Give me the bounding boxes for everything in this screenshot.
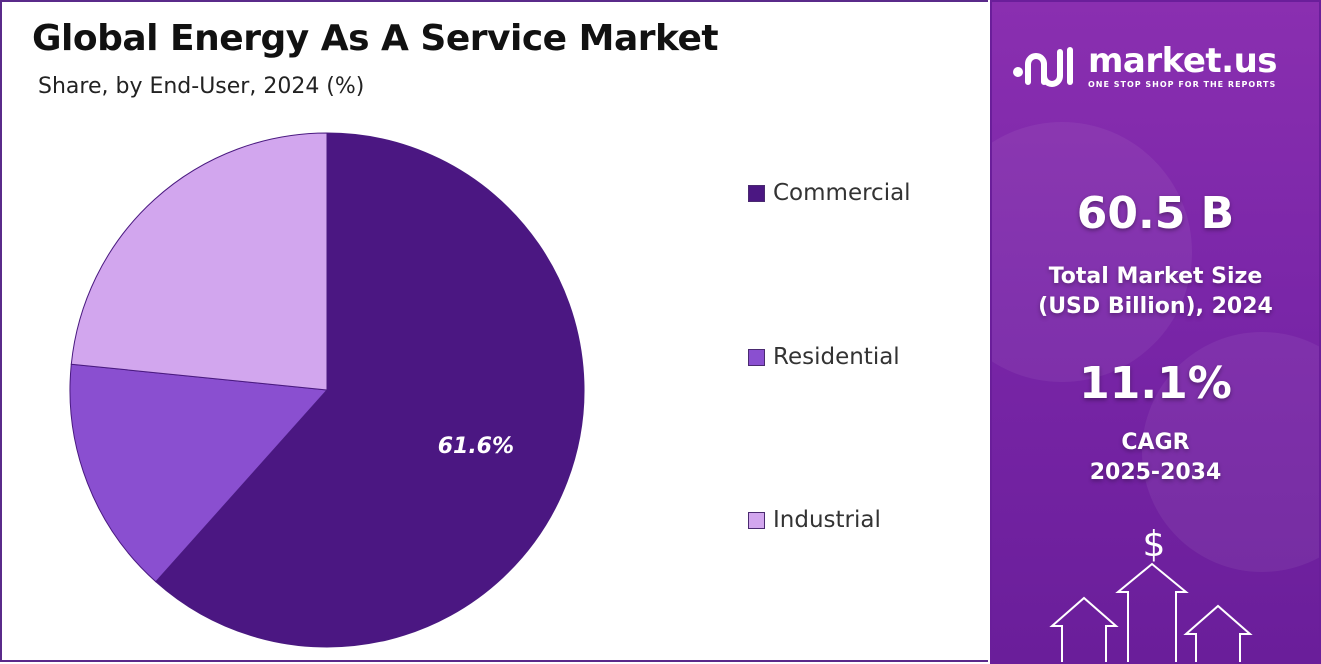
dollar-icon: $ xyxy=(1143,524,1166,565)
growth-arrows-graphic: $ xyxy=(1049,524,1253,662)
legend-label-industrial: Industrial xyxy=(773,507,881,533)
legend-swatch-industrial xyxy=(748,511,765,529)
market-size-value: 60.5 B xyxy=(1076,188,1235,239)
background-decoration xyxy=(992,122,1192,382)
pie-slice-residential xyxy=(69,363,329,583)
pie-data-labels: 61.6% xyxy=(438,434,514,459)
up-arrow-icon xyxy=(1183,604,1253,662)
up-arrow-icon xyxy=(1115,562,1189,662)
legend-swatch-commercial xyxy=(748,184,765,202)
market-size-label-line1: Total Market Size xyxy=(1048,264,1263,289)
legend-item-residential: Residential xyxy=(748,344,900,370)
cagr-value: 11.1% xyxy=(1079,358,1232,409)
summary-sidebar: market.us ONE STOP SHOP FOR THE REPORTS … xyxy=(990,0,1321,664)
pie-data-label-commercial: 61.6% xyxy=(438,434,514,459)
brand-logo: market.us ONE STOP SHOP FOR THE REPORTS xyxy=(1012,40,1278,90)
legend-item-commercial: Commercial xyxy=(748,180,911,206)
legend-label-residential: Residential xyxy=(773,344,900,370)
cagr-label-line1: CAGR xyxy=(1121,430,1190,455)
pie-slice-commercial xyxy=(155,132,585,648)
pie-slices xyxy=(69,132,585,648)
chart-subtitle: Share, by End-User, 2024 (%) xyxy=(38,74,365,99)
pie-chart: 61.6% xyxy=(69,132,585,648)
chart-title: Global Energy As A Service Market xyxy=(32,18,719,59)
up-arrow-icon xyxy=(1049,596,1119,662)
legend-swatch-residential xyxy=(748,348,765,366)
market-size-label-line2: (USD Billion), 2024 xyxy=(1038,294,1273,319)
legend-label-commercial: Commercial xyxy=(773,180,911,206)
brand-text: market.us ONE STOP SHOP FOR THE REPORTS xyxy=(1088,40,1278,89)
legend-item-industrial: Industrial xyxy=(748,507,881,533)
pie-slice-industrial xyxy=(70,132,328,391)
brand-tagline: ONE STOP SHOP FOR THE REPORTS xyxy=(1088,79,1277,89)
cagr-label-line2: 2025-2034 xyxy=(1089,460,1222,485)
chart-panel: Global Energy As A Service Market Share,… xyxy=(0,0,988,662)
brand-name: market.us xyxy=(1088,40,1278,81)
market-us-logo-icon xyxy=(1013,47,1073,87)
